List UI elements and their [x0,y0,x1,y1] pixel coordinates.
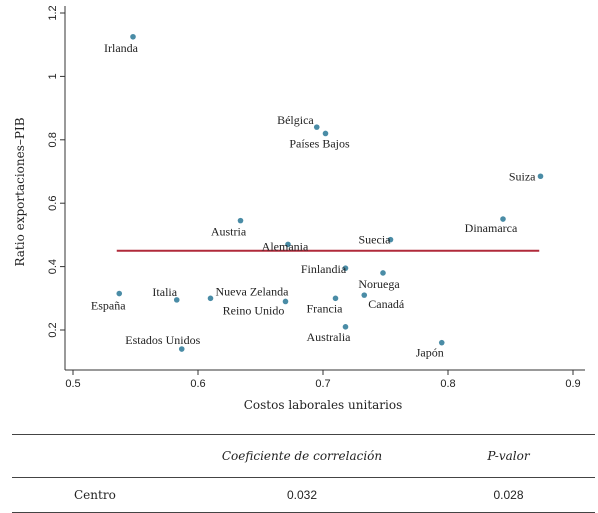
x-tick-label: 0.9 [565,378,580,390]
data-point-label: Italia [152,285,177,299]
data-point-label: Bélgica [277,113,314,127]
data-point [332,295,339,302]
p-value-header: P-valor [422,434,595,478]
data-point-label: Dinamarca [465,221,518,235]
data-point-label: Estados Unidos [125,333,200,347]
points-group [116,33,544,352]
data-point-label: Suiza [509,169,536,183]
y-tick-label: 1 [47,73,59,79]
stats-data-row: Centro 0.032 0.028 [12,477,595,513]
x-axis-title: Costos laborales unitarios [244,398,403,412]
statistics-table: Coeficiente de correlación P-valor Centr… [12,434,595,513]
data-point-label: Austria [211,225,247,239]
data-point-label: Países Bajos [289,136,350,150]
y-tick-label: 0.6 [47,196,59,211]
y-tick-label: 1.2 [47,5,59,20]
y-tick-label: 0.8 [47,132,59,147]
data-point [322,130,329,137]
stats-header-row: Coeficiente de correlación P-valor [12,434,595,478]
data-point [207,295,214,302]
data-point [178,346,185,352]
data-point [537,173,544,180]
data-point [313,124,320,130]
data-point [387,236,394,243]
data-point-label: Suecia [359,233,392,247]
correlation-header: Coeficiente de correlación [182,434,422,478]
data-point [285,241,291,248]
data-point-label: Australia [307,330,352,344]
data-point-label: Finlandia [301,262,347,276]
data-point-label: Irlanda [104,41,139,55]
data-point [173,297,180,303]
data-point [361,292,368,298]
data-point-label: Nueva Zelanda [216,284,290,298]
data-point [500,216,506,222]
p-value-value: 0.028 [422,477,595,513]
y-tick-label: 0.2 [47,322,59,337]
axes: 0.5 0.6 0.7 0.8 0.9 0.2 0.4 0.6 0.8 1 1.2 [47,5,585,390]
data-point [380,270,386,276]
data-point-label: Alemania [262,239,309,253]
x-tick-label: 0.6 [190,378,205,390]
data-point-label: Reino Unido [223,303,285,317]
data-point [237,217,244,224]
data-point [116,290,123,297]
x-tick-label: 0.5 [65,378,80,390]
data-point-label: Japón [416,346,444,360]
data-point-label: Francia [307,301,344,315]
data-point-label: España [91,299,126,313]
x-tick-label: 0.7 [315,378,330,390]
point-labels-group: Irlanda Bélgica Países Bajos Suiza Dinamarca… [91,41,536,360]
y-axis-title: Ratio exportaciones–PIB [13,117,27,266]
data-point [130,33,136,40]
data-point [282,298,289,305]
data-point-label: Noruega [358,277,400,291]
stats-header-empty [12,434,182,478]
data-point-label: Canadá [368,297,405,311]
data-point [342,265,349,271]
data-point [438,339,445,346]
data-point [342,324,349,330]
y-tick-label: 0.4 [47,259,59,274]
x-tick-label: 0.8 [440,378,455,390]
row-label-centro: Centro [12,477,182,513]
scatter-chart: 0.5 0.6 0.7 0.8 0.9 0.2 0.4 0.6 0.8 1 1.2 Irlanda B… [13,5,585,412]
correlation-value: 0.032 [182,477,422,513]
